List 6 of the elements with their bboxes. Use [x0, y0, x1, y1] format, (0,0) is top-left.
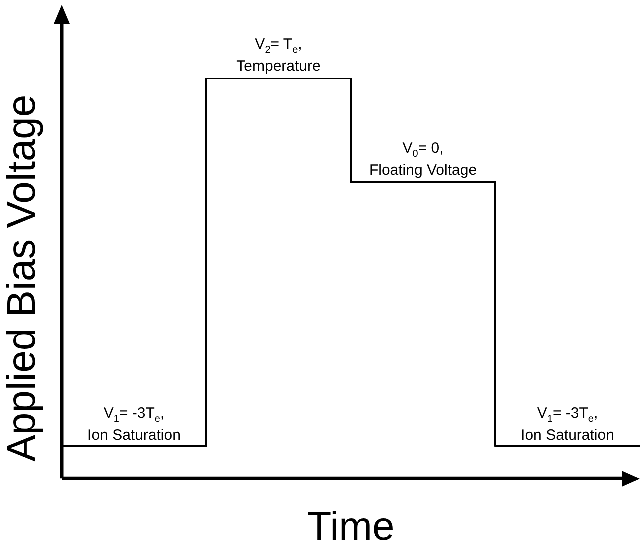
annotation: V$_{0}$= 0, Floating Voltage — [369, 140, 478, 180]
y-axis-title: Applied Bias Voltage — [0, 94, 44, 462]
x-axis-title: Time — [307, 505, 395, 550]
annotation: V$_{1}$= -3T$_{e}$, Ion Saturation — [521, 404, 614, 444]
annotation: V$_{1}$= -3T$_{e}$, Ion Saturation — [88, 404, 181, 444]
text: V$_{2}$= T$_{e}$, Temperature — [236, 36, 321, 75]
